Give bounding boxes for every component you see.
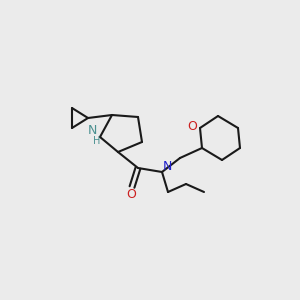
Text: N: N <box>162 160 172 173</box>
Text: O: O <box>187 119 197 133</box>
Text: N: N <box>87 124 97 137</box>
Text: H: H <box>93 136 101 146</box>
Text: O: O <box>126 188 136 202</box>
